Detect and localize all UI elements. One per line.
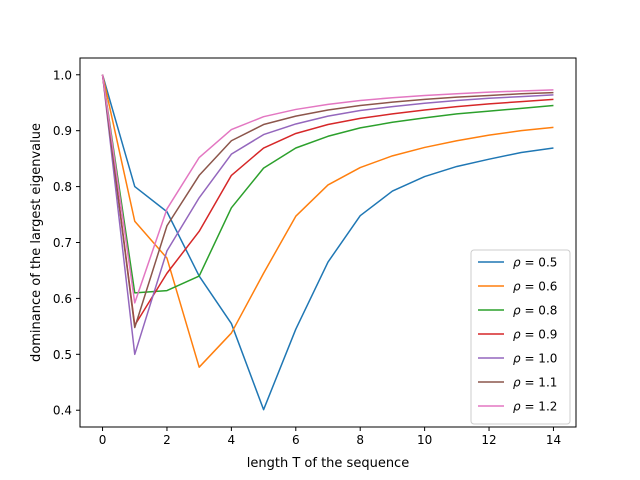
y-tick-label: 0.8 — [53, 180, 72, 194]
x-axis-ticks: 0 2 4 6 8 10 12 14 — [99, 427, 561, 447]
legend-box — [470, 249, 571, 425]
legend-label: ρ = 0.8 — [513, 304, 557, 318]
legend-entry: ρ = 1.0 — [478, 352, 557, 366]
series-line-3 — [101, 74, 554, 294]
legend-entry: ρ = 0.6 — [478, 280, 557, 294]
series-line-2 — [101, 74, 554, 368]
legend-label: ρ = 0.5 — [513, 256, 557, 270]
x-tick-label: 6 — [292, 433, 300, 447]
x-tick-label: 10 — [417, 433, 432, 447]
x-tick-label: 12 — [481, 433, 496, 447]
legend-label: ρ = 0.6 — [513, 280, 557, 294]
y-tick-label: 0.6 — [53, 292, 72, 306]
y-tick-label: 0.5 — [53, 348, 72, 362]
legend-label: ρ = 1.1 — [513, 376, 557, 390]
y-tick-label: 0.7 — [53, 236, 72, 250]
series-line-4 — [101, 74, 554, 326]
y-tick-label: 1.0 — [53, 68, 72, 82]
legend-label: ρ = 1.2 — [513, 400, 557, 414]
x-tick-label: 0 — [99, 433, 107, 447]
legend-entry: ρ = 0.5 — [478, 256, 557, 270]
legend-entry: ρ = 0.8 — [478, 304, 557, 318]
legend-entry: ρ = 1.1 — [478, 376, 557, 390]
x-axis-label: length T of the sequence — [247, 456, 409, 471]
plot-lines — [101, 74, 554, 411]
x-tick-label: 4 — [228, 433, 236, 447]
y-axis-label: dominance of the largest eigenvalue — [29, 123, 44, 362]
legend-label: ρ = 1.0 — [513, 352, 557, 366]
y-tick-label: 0.4 — [53, 404, 72, 418]
x-tick-label: 14 — [546, 433, 561, 447]
x-tick-label: 8 — [356, 433, 364, 447]
series-line-6 — [101, 74, 554, 329]
legend-entry: ρ = 1.2 — [478, 400, 557, 414]
legend: ρ = 0.5 ρ = 0.6 ρ = 0.8 ρ = 0.9 ρ = 1.0 ρ = 1… — [470, 249, 571, 425]
legend-entry: ρ = 0.9 — [478, 328, 557, 342]
legend-label: ρ = 0.9 — [513, 328, 557, 342]
x-tick-label: 2 — [163, 433, 171, 447]
series-line-5 — [101, 74, 554, 356]
y-axis-ticks: 0.4 0.5 0.6 0.7 0.8 0.9 1.0 — [53, 68, 80, 418]
y-tick-label: 0.9 — [53, 124, 72, 138]
series-line-7 — [101, 74, 554, 304]
